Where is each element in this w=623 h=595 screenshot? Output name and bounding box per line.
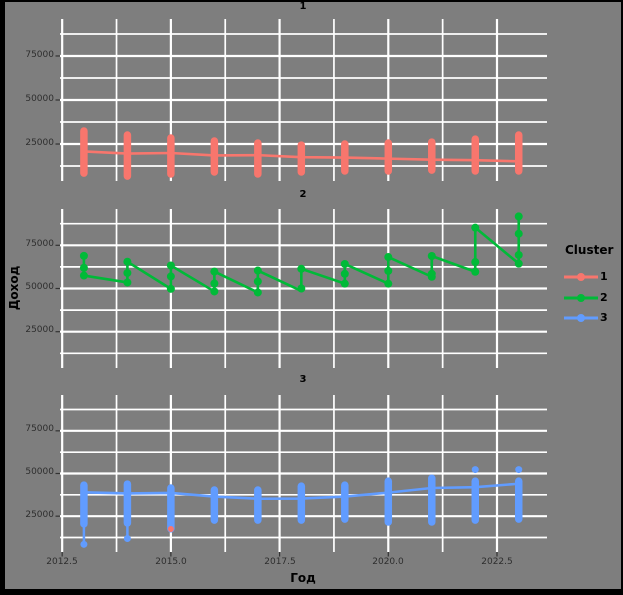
- data-point-cluster2: [514, 250, 523, 259]
- y-tick-50000-panel1: 50000: [25, 94, 54, 104]
- panel-3: [55, 395, 547, 552]
- data-point-cluster2: [384, 279, 393, 288]
- outlier-dot: [123, 535, 131, 543]
- y-tick-75000-panel2: 75000: [25, 239, 54, 249]
- data-point-cluster2: [79, 251, 88, 260]
- x-tick-2022-5: 2022.5: [481, 557, 513, 567]
- trend-line-cluster1: [83, 150, 519, 163]
- y-tick-75000-panel1: 75000: [25, 50, 54, 60]
- data-point-cluster2: [253, 277, 262, 286]
- y-tick-50000-panel2: 50000: [25, 282, 54, 292]
- outlier-dot: [515, 466, 523, 474]
- data-point-cluster2: [79, 263, 88, 272]
- y-tick-25000-panel1: 25000: [25, 138, 54, 148]
- legend-key-cluster3-icon: [564, 314, 598, 322]
- data-point-cluster2: [210, 279, 219, 288]
- x-tick-2015-0: 2015.0: [155, 557, 187, 567]
- stray-dot: [167, 525, 174, 532]
- data-point-cluster2: [210, 267, 219, 276]
- data-point-cluster2: [384, 253, 393, 262]
- x-tick-2017-5: 2017.5: [264, 557, 296, 567]
- data-point-cluster2: [514, 212, 523, 221]
- data-point-cluster2: [166, 284, 175, 293]
- legend-key-cluster1-icon: [564, 273, 598, 281]
- x-axis-title: Год: [290, 571, 316, 585]
- data-point-cluster2: [384, 266, 393, 275]
- data-point-cluster2: [79, 271, 88, 280]
- data-point-cluster2: [471, 267, 480, 276]
- data-point-cluster2: [471, 223, 480, 232]
- trend-line-cluster3: [83, 482, 519, 501]
- facet-label-2: 2: [299, 189, 307, 200]
- data-point-cluster2: [253, 288, 262, 297]
- data-point-cluster2: [166, 272, 175, 281]
- legend-key-cluster2-icon: [564, 294, 598, 302]
- trend-line-cluster2: [82, 216, 521, 294]
- x-tick-2012-5: 2012.5: [46, 557, 78, 567]
- data-point-cluster2: [427, 272, 436, 281]
- legend-entry-3-label: 3: [600, 311, 608, 324]
- facet-label-1: 1: [299, 1, 307, 12]
- y-tick-75000-panel3: 75000: [25, 424, 54, 434]
- x-tick-2020-0: 2020.0: [372, 557, 404, 567]
- y-tick-25000-panel3: 25000: [25, 510, 54, 520]
- outlier-dot: [471, 466, 479, 474]
- data-point-cluster2: [340, 269, 349, 278]
- data-point-cluster2: [166, 261, 175, 270]
- legend-entry-1-label: 1: [600, 270, 608, 283]
- data-point-cluster2: [427, 252, 436, 261]
- data-point-cluster2: [210, 287, 219, 296]
- legend-title: Cluster: [565, 243, 614, 257]
- plot-background: [5, 2, 621, 589]
- y-axis-title: Доход: [7, 265, 21, 311]
- facet-label-3: 3: [299, 374, 307, 385]
- data-point-cluster2: [297, 284, 306, 293]
- data-point-cluster2: [340, 279, 349, 288]
- y-tick-25000-panel2: 25000: [25, 325, 54, 335]
- data-point-cluster2: [123, 268, 132, 277]
- panel-2: [55, 209, 547, 368]
- y-tick-50000-panel3: 50000: [25, 467, 54, 477]
- legend-entry-2-label: 2: [600, 291, 608, 304]
- outlier-dot: [80, 540, 88, 548]
- data-point-cluster2: [471, 258, 480, 267]
- data-point-cluster2: [514, 259, 523, 268]
- data-point-cluster2: [514, 229, 523, 238]
- data-point-cluster2: [253, 266, 262, 275]
- data-point-cluster2: [297, 264, 306, 273]
- data-point-cluster2: [123, 278, 132, 287]
- panel-1: [55, 19, 547, 181]
- data-point-cluster2: [340, 259, 349, 268]
- data-point-cluster2: [123, 257, 132, 266]
